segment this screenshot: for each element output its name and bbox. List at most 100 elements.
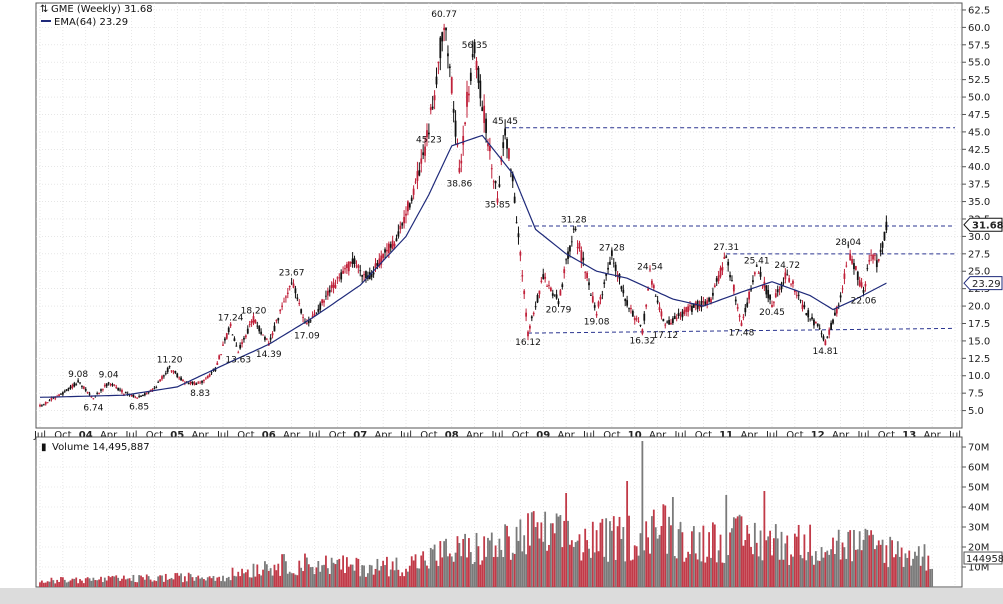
candle-body	[464, 122, 466, 125]
reference-lines	[505, 127, 956, 334]
volume-bar	[203, 579, 205, 587]
candle-body	[610, 250, 613, 256]
candle-body	[210, 372, 213, 374]
volume-bar	[399, 576, 402, 587]
volume-bar	[456, 536, 459, 587]
price-annotation: 9.08	[68, 370, 88, 380]
candle-body	[738, 315, 741, 317]
candle-body	[147, 392, 150, 394]
x-tick-label: Jul	[582, 430, 595, 441]
candle-body	[157, 381, 160, 383]
volume-bar	[111, 575, 114, 587]
volume-bar	[317, 561, 320, 587]
candle-body	[740, 322, 743, 326]
volume-bar	[748, 533, 751, 587]
price-annotation: 13.63	[225, 355, 251, 365]
x-tick-label: Oct	[146, 430, 163, 441]
price-tick-label: 30.0	[968, 232, 990, 243]
volume-bar	[365, 576, 367, 587]
volume-bar	[387, 576, 390, 587]
candle-body	[370, 274, 373, 278]
volume-bar	[601, 518, 604, 587]
candle-body	[374, 263, 377, 269]
candle-body	[580, 250, 583, 262]
volume-bar	[159, 575, 161, 587]
candle-body	[492, 181, 495, 183]
candle-body	[351, 258, 354, 264]
volume-bar	[334, 564, 337, 587]
volume-bar	[681, 532, 684, 587]
volume-bar	[559, 515, 562, 587]
volume-bar	[471, 564, 474, 587]
candle-body	[822, 336, 825, 340]
candle-body	[645, 304, 648, 307]
volume-bar	[145, 574, 148, 587]
volume-bar	[565, 493, 568, 587]
volume-bar	[239, 576, 242, 587]
candle-body	[671, 318, 674, 324]
volume-bar	[267, 570, 270, 587]
candle-body	[658, 307, 661, 310]
volume-bar	[692, 526, 695, 587]
candle-body	[879, 249, 882, 253]
candle-body	[641, 329, 644, 334]
volume-bar	[872, 534, 874, 587]
volume-bar	[69, 580, 72, 587]
x-tick-label: Jul	[216, 430, 229, 441]
volume-bar	[776, 538, 779, 587]
volume-bar	[919, 565, 922, 587]
candle-body	[485, 118, 487, 134]
candle-body	[631, 310, 634, 317]
candle-body	[73, 383, 76, 387]
price-annotation: 16.32	[629, 337, 655, 347]
candle-body	[605, 273, 608, 276]
price-annotation: 45.45	[492, 117, 518, 127]
volume-bar	[595, 530, 598, 587]
volume-bar	[376, 558, 379, 587]
candle-body	[708, 297, 710, 302]
volume-bar	[485, 556, 487, 587]
candle-body	[107, 382, 110, 384]
volume-bar	[906, 557, 909, 587]
candle-body	[65, 389, 68, 392]
candle-body	[624, 298, 627, 302]
volume-bar	[696, 559, 699, 587]
candle-body	[407, 201, 409, 212]
candle-body	[731, 280, 733, 281]
volume-bar	[185, 581, 188, 587]
candle-body	[729, 275, 731, 278]
candle-body	[103, 385, 106, 387]
volume-bar	[157, 576, 160, 587]
candle-body	[248, 324, 251, 325]
volume-bar	[182, 582, 184, 587]
candle-body	[136, 397, 139, 399]
volume-bar	[851, 561, 853, 587]
volume-badge-shape	[963, 551, 1003, 565]
volume-bar	[252, 563, 255, 587]
price-tick-label: 50.0	[968, 93, 990, 104]
volume-bar	[578, 534, 581, 587]
candle-body	[542, 274, 545, 279]
price-annotation: 24.72	[774, 261, 800, 271]
candle-body	[517, 233, 520, 238]
candle-body	[290, 282, 293, 284]
candle-body	[121, 389, 123, 393]
volume-legend-label: Volume 14,495,887	[52, 442, 150, 453]
candle-body	[727, 261, 730, 266]
x-tick-label: Jul	[124, 430, 137, 441]
candle-body	[811, 317, 813, 320]
volume-bar	[862, 539, 865, 587]
candle-body	[496, 198, 499, 203]
volume-bar	[750, 546, 752, 587]
candle-body	[508, 148, 510, 159]
volume-bar	[134, 581, 137, 587]
volume-bar	[73, 578, 76, 587]
volume-bar	[877, 540, 880, 587]
x-tick-label: Jul	[765, 430, 778, 441]
ema-legend-label: EMA(64) 23.29	[54, 17, 128, 28]
candle-body	[582, 257, 585, 261]
candle-body	[161, 376, 163, 380]
volume-bar	[63, 579, 66, 587]
volume-bar	[691, 531, 693, 587]
candle-body	[151, 389, 154, 391]
